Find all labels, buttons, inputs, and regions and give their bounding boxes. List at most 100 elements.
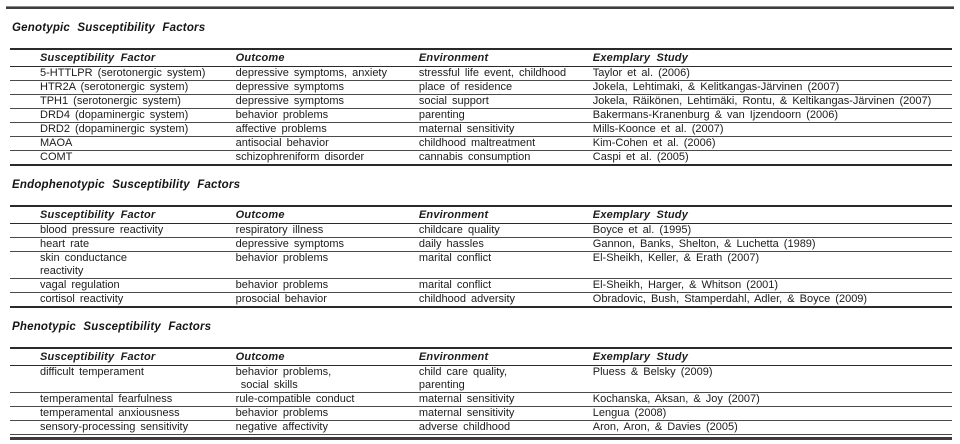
column-header-outcome: Outcome — [235, 205, 419, 224]
column-header-outcome: Outcome — [235, 48, 419, 67]
table-cell: adverse childhood — [418, 420, 593, 435]
table-cell: Caspi et al. (2005) — [592, 150, 952, 166]
table-cell: daily hassles — [418, 237, 593, 252]
table-cell: Taylor et al. (2006) — [592, 66, 952, 81]
table-cell: depressive symptoms — [235, 237, 419, 252]
table-cell: stressful life event, childhood — [418, 66, 593, 81]
table-cell: cannabis consumption — [418, 150, 593, 166]
table-cell: blood pressure reactivity — [10, 223, 236, 238]
table-row: cortisol reactivity prosocial behavior chi… — [10, 292, 952, 308]
column-header-exemplary-study: Exemplary Study — [592, 48, 952, 67]
table-cell: TPH1 (serotonergic system) — [10, 94, 236, 109]
table-cell: maternal sensitivity — [418, 406, 593, 421]
table-cell: rule-compatible conduct — [235, 392, 419, 407]
factor-table: Susceptibility Factor Outcome Environment E… — [10, 347, 952, 435]
table-cell: Pluess & Belsky (2009) — [592, 365, 952, 393]
table-cell: affective problems — [235, 122, 419, 137]
table-cell: temperamental fearfulness — [10, 392, 236, 407]
table-row: DRD4 (dopaminergic system) behavior probl… — [10, 108, 952, 123]
table-cell: 5-HTTLPR (serotonergic system) — [10, 66, 236, 81]
table-cell: depressive symptoms, anxiety — [235, 66, 419, 81]
table-row: difficult temperament behavior problems, … — [10, 365, 952, 393]
table-cell: behavior problems — [235, 251, 419, 279]
table-row: DRD2 (dopaminergic system) affective prob… — [10, 122, 952, 137]
table-cell: place of residence — [418, 80, 593, 95]
column-header-susceptibility-factor: Susceptibility Factor — [10, 48, 236, 67]
table-row: blood pressure reactivity respiratory ill… — [10, 223, 952, 238]
table-cell: child care quality, parenting — [418, 365, 593, 393]
table-cell: COMT — [10, 150, 236, 166]
column-header-environment: Environment — [418, 347, 593, 366]
table-cell: childhood maltreatment — [418, 136, 593, 151]
table-cell: Lengua (2008) — [592, 406, 952, 421]
table-cell: DRD2 (dopaminergic system) — [10, 122, 236, 137]
factor-section: Genotypic Susceptibility Factors Suscept… — [10, 22, 952, 166]
table-cell: marital conflict — [418, 278, 593, 293]
table-cell: vagal regulation — [10, 278, 236, 293]
section-title: Endophenotypic Susceptibility Factors — [12, 179, 241, 191]
column-header-susceptibility-factor: Susceptibility Factor — [10, 205, 236, 224]
table-header-row: Susceptibility Factor Outcome Environment E… — [10, 205, 952, 224]
column-header-environment: Environment — [418, 205, 593, 224]
table-row: MAOA antisocial behavior childhood maltrea… — [10, 136, 952, 151]
table-cell: heart rate — [10, 237, 236, 252]
column-header-exemplary-study: Exemplary Study — [592, 205, 952, 224]
table-cell: Bakermans-Kranenburg & van Ijzendoorn (2… — [592, 108, 952, 123]
table-row: heart rate depressive symptoms daily hassl… — [10, 237, 952, 252]
table-cell: Kim-Cohen et al. (2006) — [592, 136, 952, 151]
table-row: skin conductance reactivity behavior prob… — [10, 251, 952, 279]
table-header-row: Susceptibility Factor Outcome Environment E… — [10, 347, 952, 366]
table-cell: depressive symptoms — [235, 80, 419, 95]
table-cell: MAOA — [10, 136, 236, 151]
table-cell: parenting — [418, 108, 593, 123]
table-cell: schizophreniform disorder — [235, 150, 419, 166]
table-cell: behavior problems — [235, 278, 419, 293]
table-cell: sensory-processing sensitivity — [10, 420, 236, 435]
table-cell: behavior problems, social skills — [235, 365, 419, 393]
section-title: Genotypic Susceptibility Factors — [12, 22, 206, 34]
table-row: HTR2A (serotonergic system) depressive sy… — [10, 80, 952, 95]
table-cell: childhood adversity — [418, 292, 593, 308]
table-cell: childcare quality — [418, 223, 593, 238]
table-cell: marital conflict — [418, 251, 593, 279]
table-cell: difficult temperament — [10, 365, 236, 393]
paper-table-page: Genotypic Susceptibility Factors Suscept… — [0, 6, 960, 444]
table-cell: cortisol reactivity — [10, 292, 236, 308]
table-row: COMT schizophreniform disorder cannabis co… — [10, 150, 952, 166]
table-cell: Obradovic, Bush, Stamperdahl, Adler, & B… — [592, 292, 952, 308]
table-cell: HTR2A (serotonergic system) — [10, 80, 236, 95]
table-cell: behavior problems — [235, 108, 419, 123]
column-header-outcome: Outcome — [235, 347, 419, 366]
table-cell: Kochanska, Aksan, & Joy (2007) — [592, 392, 952, 407]
table-cell: Mills-Koonce et al. (2007) — [592, 122, 952, 137]
column-header-environment: Environment — [418, 48, 593, 67]
column-header-susceptibility-factor: Susceptibility Factor — [10, 347, 236, 366]
table-cell: maternal sensitivity — [418, 392, 593, 407]
table-cell: behavior problems — [235, 406, 419, 421]
section-title: Phenotypic Susceptibility Factors — [12, 321, 212, 333]
factor-section: Endophenotypic Susceptibility Factors Su… — [10, 179, 952, 308]
table-row: sensory-processing sensitivity negative a… — [10, 420, 952, 435]
factor-table: Susceptibility Factor Outcome Environment E… — [10, 48, 952, 166]
column-header-exemplary-study: Exemplary Study — [592, 347, 952, 366]
table-cell: negative affectivity — [235, 420, 419, 435]
table-cell: prosocial behavior — [235, 292, 419, 308]
table-cell: Gannon, Banks, Shelton, & Luchetta (1989… — [592, 237, 952, 252]
table-cell: respiratory illness — [235, 223, 419, 238]
factor-section: Phenotypic Susceptibility Factors Suscep… — [10, 321, 952, 440]
table-cell: DRD4 (dopaminergic system) — [10, 108, 236, 123]
table-cell: El-Sheikh, Keller, & Erath (2007) — [592, 251, 952, 279]
table-cell: antisocial behavior — [235, 136, 419, 151]
table-cell: El-Sheikh, Harger, & Whitson (2001) — [592, 278, 952, 293]
table-header-row: Susceptibility Factor Outcome Environment E… — [10, 48, 952, 67]
table-row: temperamental anxiousness behavior proble… — [10, 406, 952, 421]
table-row: vagal regulation behavior problems marital… — [10, 278, 952, 293]
table-cell: Jokela, Räikönen, Lehtimäki, Rontu, & Ke… — [592, 94, 952, 109]
factor-table: Susceptibility Factor Outcome Environment E… — [10, 205, 952, 308]
table-cell: Jokela, Lehtimaki, & Kelitkangas-Järvine… — [592, 80, 952, 95]
table-cell: social support — [418, 94, 593, 109]
table-cell: maternal sensitivity — [418, 122, 593, 137]
table-row: temperamental fearfulness rule-compatible… — [10, 392, 952, 407]
table-sections-container: Genotypic Susceptibility Factors Suscept… — [0, 22, 960, 440]
top-horizontal-rule — [6, 6, 954, 9]
